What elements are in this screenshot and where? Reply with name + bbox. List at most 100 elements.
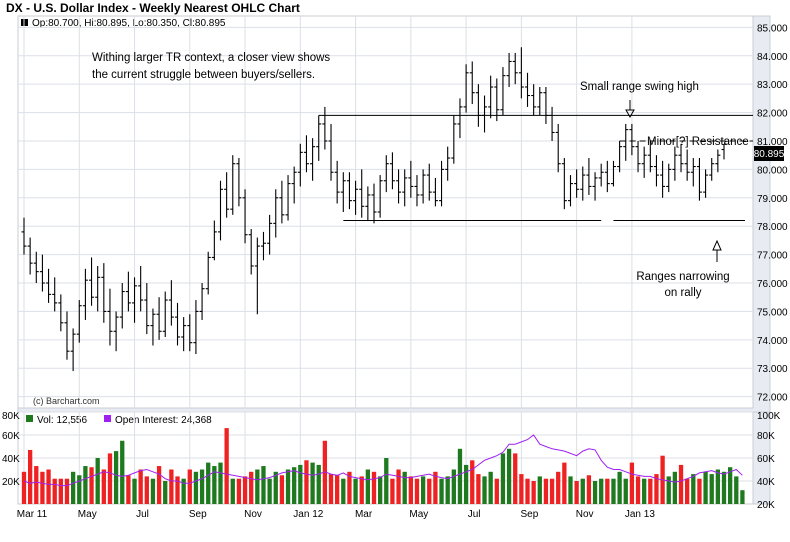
- volume-bar: [568, 476, 573, 504]
- ohlc-bar: [101, 263, 107, 323]
- ohlc-bar: [623, 123, 629, 161]
- ohlc-bar: [660, 160, 666, 198]
- volume-bar: [199, 469, 205, 504]
- volume-bar: [384, 458, 389, 504]
- ohlc-bar: [359, 169, 365, 218]
- ohlc-bar: [525, 72, 531, 107]
- ohlc-bar: [76, 300, 82, 343]
- ohlc-bar: [199, 283, 205, 320]
- volume-bar: [34, 466, 39, 504]
- annotation-context: Withing larger TR context, a closer view…: [92, 52, 330, 81]
- ohlc-bar: [696, 158, 702, 201]
- level-lines: [318, 114, 753, 222]
- volume-bar: [328, 474, 334, 504]
- ohlc-bar: [125, 271, 131, 312]
- ohlc-bar: [383, 155, 389, 193]
- ohlc-bar: [414, 175, 420, 207]
- ohlc-bar: [445, 146, 451, 181]
- volume-bar: [629, 462, 635, 504]
- price-panel: [17, 15, 754, 409]
- volume-bar: [27, 449, 33, 504]
- ohlc-bar: [217, 180, 223, 241]
- ohlc-bar: [690, 158, 696, 187]
- up-arrow-icon: [712, 239, 722, 262]
- x-tick-label: May: [409, 509, 428, 520]
- annotation-narrowing: Ranges narrowing on rally: [636, 271, 729, 299]
- ohlc-bar: [715, 149, 721, 173]
- annotation-context-line-1: Withing larger TR context, a closer view…: [92, 52, 330, 64]
- vol-legend-swatch: [26, 415, 33, 422]
- ohlc-bar: [211, 220, 217, 261]
- annotation-narrowing-line-1: Ranges narrowing: [636, 271, 729, 283]
- ohlc-bar: [162, 291, 168, 337]
- volume-bar: [89, 467, 94, 504]
- ohlc-bar: [132, 277, 138, 323]
- vol-y-top-label: 80K: [2, 411, 20, 422]
- open-interest-polyline: [23, 434, 743, 487]
- volume-bar: [169, 469, 174, 504]
- x-tick-label: May: [78, 509, 97, 520]
- ohlc-bar: [27, 237, 33, 275]
- volume-bar: [531, 481, 536, 504]
- ohlc-bar: [377, 175, 383, 218]
- volume-bar: [322, 440, 328, 504]
- volume-bar: [163, 481, 168, 504]
- volume-bar: [212, 466, 217, 504]
- volume-bar: [445, 476, 450, 504]
- ohlc-bar: [678, 143, 684, 173]
- ohlc-bar: [494, 78, 500, 122]
- volume-bar: [261, 466, 266, 504]
- oi-y-tick-label: 80K: [757, 431, 775, 442]
- ohlc-bar: [512, 52, 518, 85]
- volume-bar: [107, 453, 113, 504]
- volume-bar: [691, 474, 696, 504]
- volume-bar: [488, 471, 493, 504]
- ohlc-bar: [396, 169, 402, 204]
- ohlc-legend-stats: Op:80.700, Hi:80.895, Lo:80.350, Cl:80.8…: [32, 18, 226, 29]
- volume-y-axes: 20K 40K 60K 20K 40K 60K 80K: [2, 431, 775, 511]
- ohlc-bar: [709, 158, 715, 181]
- ohlc-bar: [144, 283, 150, 335]
- annotation-narrowing-line-2: on rally: [664, 287, 701, 299]
- volume-bar: [218, 462, 223, 504]
- ohlc-bar: [463, 64, 469, 113]
- ohlc-bar: [371, 183, 377, 224]
- volume-bar: [623, 478, 628, 504]
- volume-bar: [353, 478, 358, 504]
- volume-bar: [120, 440, 125, 504]
- volume-bar: [341, 478, 346, 504]
- ohlc-bar: [21, 217, 27, 255]
- ohlc-bar: [150, 308, 156, 346]
- ohlc-bar: [156, 297, 162, 340]
- ohlc-bar: [451, 115, 457, 164]
- ohlc-bar: [592, 172, 598, 201]
- ohlc-bar: [95, 265, 101, 312]
- ohlc-bar: [641, 146, 647, 178]
- price-y-tick-label: 83.000: [757, 80, 788, 91]
- volume-bar: [740, 490, 745, 504]
- volume-bar: [390, 478, 395, 504]
- ohlc-bar: [561, 158, 567, 210]
- volume-bar: [592, 481, 598, 504]
- volume-bar: [273, 471, 278, 504]
- volume-bar: [599, 478, 604, 504]
- ohlc-bar: [439, 160, 445, 207]
- price-y-tick-label: 72.000: [757, 393, 788, 404]
- price-y-tick-label: 79.000: [757, 194, 788, 205]
- volume-bar: [494, 478, 499, 504]
- volume-bar: [408, 476, 413, 504]
- volume-bar: [672, 471, 678, 504]
- ohlc-bar: [254, 237, 260, 315]
- ohlc-bar: [322, 106, 328, 150]
- volume-bar: [206, 462, 211, 504]
- ohlc-bar: [334, 160, 340, 204]
- volume-bar: [617, 471, 622, 504]
- ohlc-bar: [285, 175, 291, 221]
- last-price-box: [754, 146, 784, 161]
- ohlc-bar: [33, 251, 39, 284]
- x-tick-label: Mar 11: [17, 509, 48, 520]
- volume-bar: [506, 448, 512, 504]
- oi-y-top-label: 100K: [757, 411, 781, 422]
- ohlc-bar: [598, 163, 604, 187]
